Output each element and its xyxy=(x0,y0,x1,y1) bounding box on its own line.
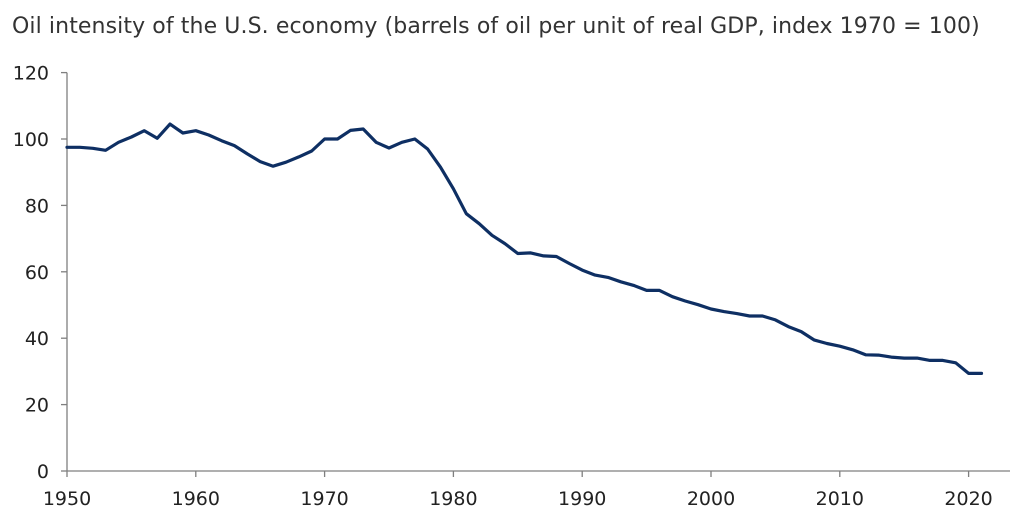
data-point xyxy=(65,146,68,149)
data-point xyxy=(91,147,94,150)
data-point xyxy=(387,146,390,149)
data-point xyxy=(722,310,725,313)
data-point xyxy=(800,330,803,333)
data-point xyxy=(581,269,584,272)
data-point xyxy=(490,234,493,237)
x-tick-label: 2000 xyxy=(687,488,735,510)
data-point xyxy=(130,135,133,138)
y-tick-label: 60 xyxy=(25,262,49,284)
x-tick-label: 1980 xyxy=(429,488,477,510)
data-point xyxy=(903,357,906,360)
y-tick-label: 100 xyxy=(13,129,49,151)
data-point xyxy=(426,147,429,150)
data-point xyxy=(684,299,687,302)
y-tick-label: 120 xyxy=(13,63,49,85)
data-point xyxy=(877,354,880,357)
data-point xyxy=(928,359,931,362)
data-point xyxy=(156,137,159,140)
data-point xyxy=(400,141,403,144)
data-point xyxy=(375,141,378,144)
data-point xyxy=(117,141,120,144)
data-point xyxy=(838,345,841,348)
data-point xyxy=(697,303,700,306)
data-point xyxy=(207,133,210,136)
data-point xyxy=(104,149,107,152)
data-point xyxy=(220,139,223,142)
data-point xyxy=(478,222,481,225)
data-point xyxy=(632,284,635,287)
data-point xyxy=(812,338,815,341)
data-point xyxy=(452,187,455,190)
data-point xyxy=(336,137,339,140)
data-point xyxy=(671,295,674,298)
data-point xyxy=(284,161,287,164)
series-line-0 xyxy=(65,122,984,375)
data-point xyxy=(864,353,867,356)
data-point xyxy=(323,137,326,140)
data-point xyxy=(825,342,828,345)
data-point xyxy=(78,146,81,149)
x-tick-label: 2010 xyxy=(816,488,864,510)
x-tick-label: 1990 xyxy=(558,488,606,510)
data-point xyxy=(143,129,146,132)
data-point xyxy=(555,255,558,258)
y-tick-label: 20 xyxy=(25,395,49,417)
data-point xyxy=(890,356,893,359)
data-point xyxy=(168,123,171,126)
data-point xyxy=(658,289,661,292)
y-tick-label: 40 xyxy=(25,328,49,350)
data-point xyxy=(980,372,983,375)
data-point xyxy=(606,276,609,279)
data-point xyxy=(362,127,365,130)
data-point xyxy=(967,372,970,375)
data-point xyxy=(349,129,352,132)
data-point xyxy=(413,137,416,140)
data-point xyxy=(529,251,532,254)
data-point xyxy=(774,318,777,321)
x-tick-label: 1960 xyxy=(172,488,220,510)
x-tick-label: 1970 xyxy=(300,488,348,510)
y-tick-label: 80 xyxy=(25,195,49,217)
data-point xyxy=(272,165,275,168)
data-point xyxy=(594,274,597,277)
data-point xyxy=(246,152,249,155)
data-point xyxy=(941,359,944,362)
x-tick-label: 2020 xyxy=(944,488,992,510)
data-point xyxy=(181,131,184,134)
data-point xyxy=(194,129,197,132)
data-point xyxy=(645,289,648,292)
data-point xyxy=(954,361,957,364)
data-point xyxy=(916,357,919,360)
chart-title: Oil intensity of the U.S. economy (barre… xyxy=(12,14,980,39)
data-point xyxy=(851,348,854,351)
data-point xyxy=(735,312,738,315)
data-point xyxy=(297,155,300,158)
data-point xyxy=(259,160,262,163)
data-point xyxy=(787,325,790,328)
x-tick-label: 1950 xyxy=(43,488,91,510)
data-point xyxy=(233,144,236,147)
data-point xyxy=(709,307,712,310)
y-tick-label: 0 xyxy=(37,461,49,483)
data-point xyxy=(310,149,313,152)
data-point xyxy=(439,166,442,169)
data-point xyxy=(542,254,545,257)
data-point xyxy=(516,252,519,255)
data-point xyxy=(568,262,571,265)
data-point xyxy=(748,314,751,317)
data-point xyxy=(503,242,506,245)
data-point xyxy=(465,212,468,215)
data-point xyxy=(619,280,622,283)
data-point xyxy=(761,314,764,317)
